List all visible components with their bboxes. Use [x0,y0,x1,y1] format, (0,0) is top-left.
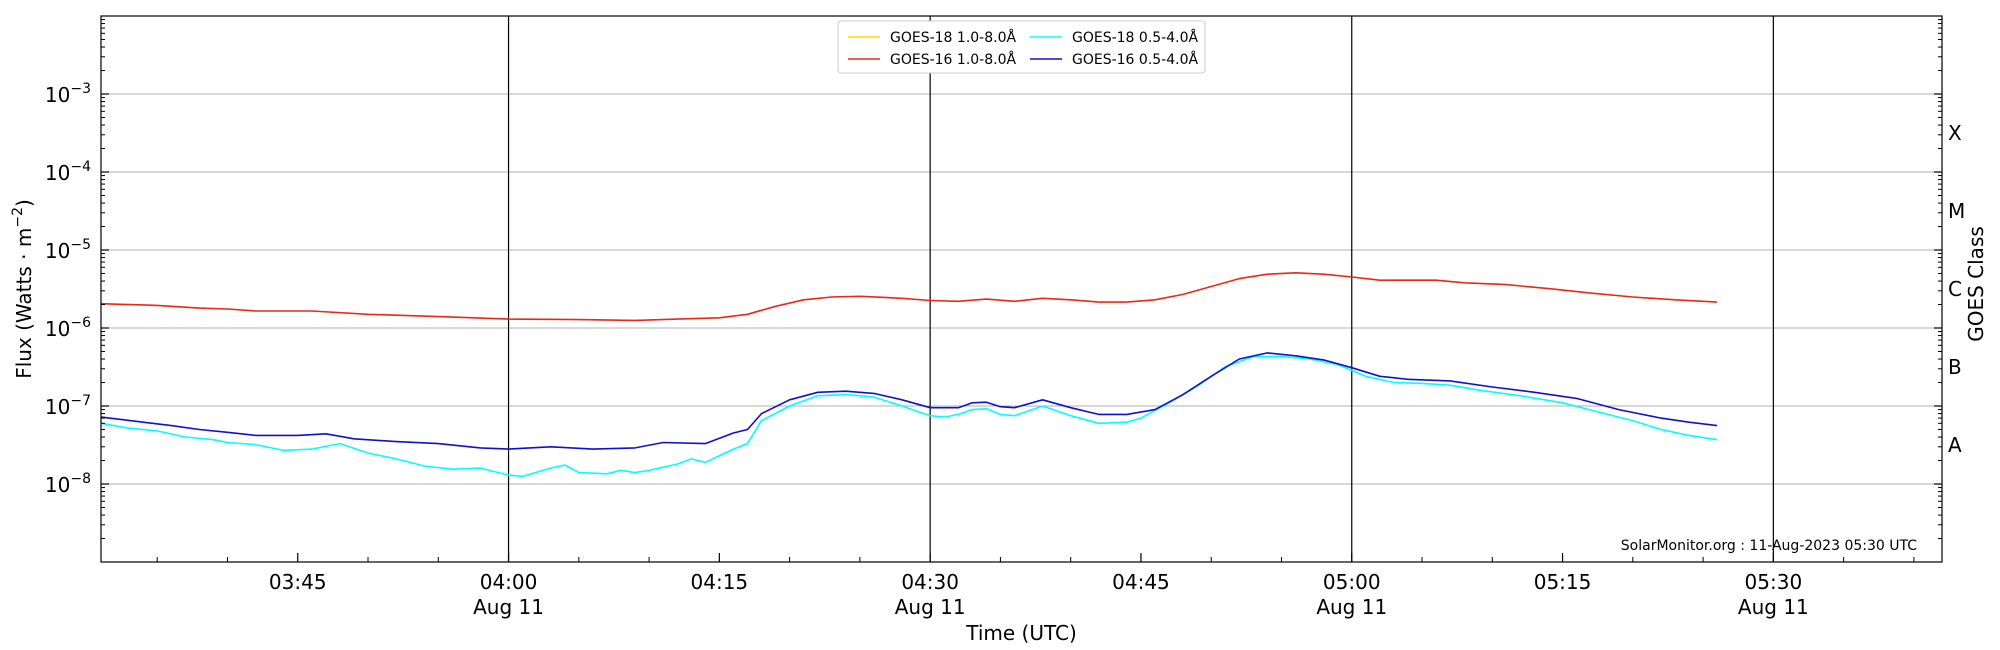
x-tick-date-label: Aug 11 [1738,595,1809,619]
x-tick-date-label: Aug 11 [1316,595,1387,619]
legend: GOES-18 1.0-8.0Å GOES-16 1.0-8.0Å GOES-18 … [837,20,1206,74]
goes-class-label: A [1948,433,1962,457]
y-tick-label: 10−6 [45,315,91,341]
goes-class-label: C [1948,277,1962,301]
goes-class-label: B [1948,355,1962,379]
legend-box [837,20,1206,74]
goes-class-label: X [1948,121,1962,145]
y-tick-label: 10−3 [45,81,91,107]
y-tick-label: 10−5 [45,237,91,263]
x-tick-label: 04:30 [901,570,959,594]
y-axis-label: Flux (Watts · m−2) [10,199,36,379]
legend-entry-label: GOES-16 0.5-4.0Å [1072,51,1198,68]
x-tick-label: 04:00 [480,570,538,594]
series-line [100,352,1718,450]
x-tick-date-label: Aug 11 [473,595,544,619]
goes-class-label: M [1948,199,1965,223]
x-axis-label: Time (UTC) [965,621,1077,645]
label-layer: Time (UTC) Flux (Watts · m−2) GOES Class… [10,199,1988,645]
x-tick-label: 05:30 [1745,570,1803,594]
y-axis-label-exp: −2 [10,207,26,228]
legend-entry-label: GOES-18 1.0-8.0Å [890,29,1016,46]
x-tick-label: 05:00 [1323,570,1381,594]
x-tick-label: 05:15 [1534,570,1592,594]
y-tick-label: 10−7 [45,393,91,419]
y-axis-label-main: Flux (Watts · m [12,228,36,379]
source-annotation: SolarMonitor.org : 11-Aug-2023 05:30 UTC [1621,538,1917,554]
legend-entry-label: GOES-16 1.0-8.0Å [890,51,1016,68]
vertical-date-lines [507,16,1774,562]
x-tick-label: 03:45 [269,570,327,594]
y-tick-label: 10−8 [45,471,91,497]
y-tick-label: 10−4 [45,159,91,185]
series-line [100,355,1718,478]
x-tick-label: 04:15 [691,570,749,594]
goes-class-axis-label: GOES Class [1964,226,1988,342]
plot-frame [100,15,1943,563]
x-tick-label: 04:45 [1112,570,1170,594]
y-axis-label-close: ) [12,199,36,207]
x-tick-date-label: Aug 11 [895,595,966,619]
series-line [100,272,1718,322]
legend-entry-label: GOES-18 0.5-4.0Å [1072,29,1198,46]
series-layer [100,272,1718,478]
